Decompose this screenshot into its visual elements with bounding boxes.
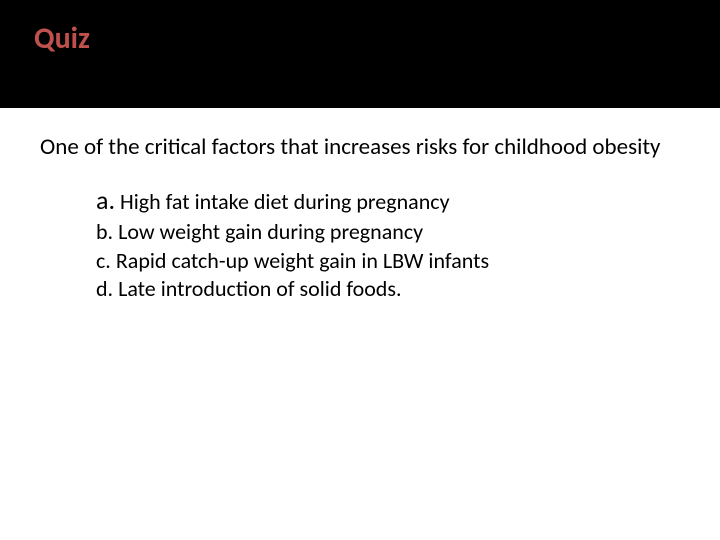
option-a-letter: a. xyxy=(96,184,115,216)
option-b: b. Low weight gain during pregnancy xyxy=(96,218,680,247)
option-a-text: High fat intake diet during pregnancy xyxy=(115,188,450,215)
header-bar: Quiz xyxy=(0,0,720,108)
content-area: One of the critical factors that increas… xyxy=(0,108,720,304)
options-list: a. High fat intake diet during pregnancy… xyxy=(40,184,680,304)
option-d: d. Late introduction of solid foods. xyxy=(96,275,680,304)
slide-title: Quiz xyxy=(34,20,686,57)
option-a: a. High fat intake diet during pregnancy xyxy=(96,184,680,218)
question-text: One of the critical factors that increas… xyxy=(40,134,680,160)
option-c: c. Rapid catch-up weight gain in LBW inf… xyxy=(96,247,680,276)
